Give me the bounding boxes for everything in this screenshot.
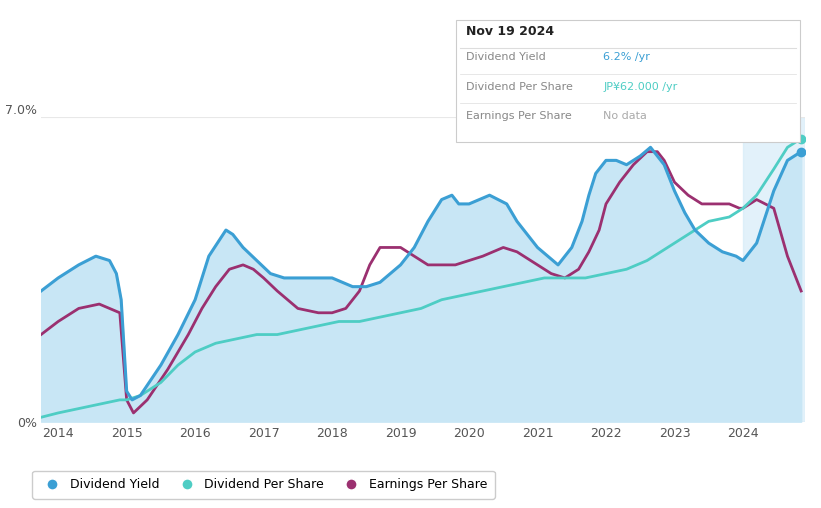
Text: 6.2% /yr: 6.2% /yr [603, 52, 650, 62]
Bar [743, 117, 805, 422]
Text: No data: No data [603, 111, 647, 121]
Text: Past: Past [745, 126, 768, 136]
Text: JP¥62.000 /yr: JP¥62.000 /yr [603, 82, 677, 92]
Text: Dividend Per Share: Dividend Per Share [466, 82, 572, 92]
Text: Dividend Yield: Dividend Yield [466, 52, 545, 62]
Text: Nov 19 2024: Nov 19 2024 [466, 25, 553, 39]
Legend: Dividend Yield, Dividend Per Share, Earnings Per Share: Dividend Yield, Dividend Per Share, Earn… [32, 470, 495, 498]
Text: Earnings Per Share: Earnings Per Share [466, 111, 571, 121]
